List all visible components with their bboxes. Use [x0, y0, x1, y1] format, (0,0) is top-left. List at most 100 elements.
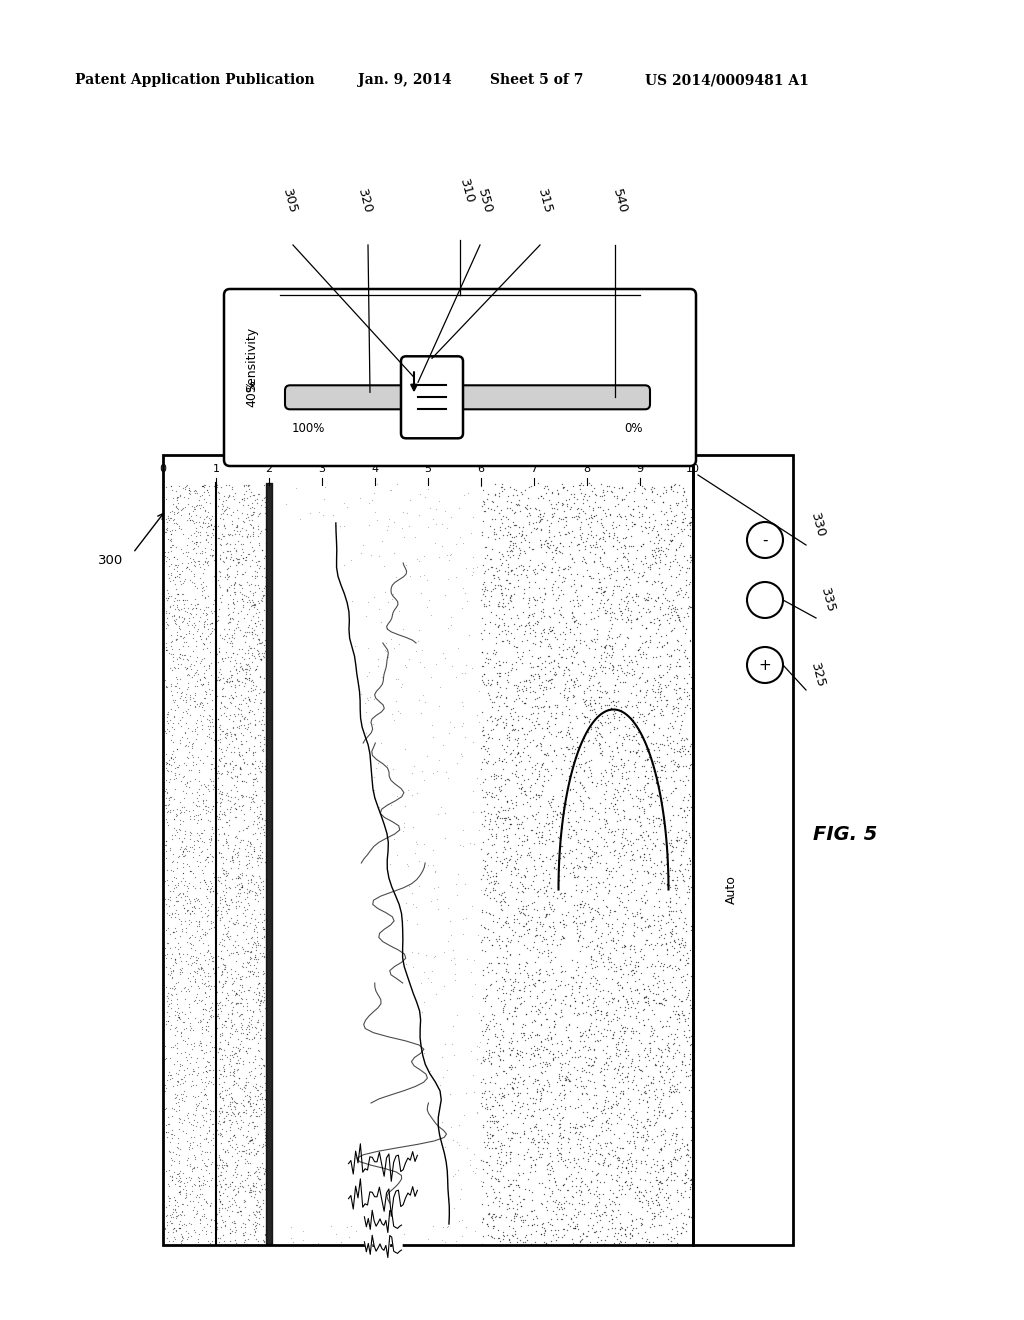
Point	[571, 594, 588, 615]
Point	[524, 907, 541, 928]
Point	[197, 688, 213, 709]
Point	[484, 578, 501, 599]
Point	[175, 841, 191, 862]
Point	[680, 598, 696, 619]
Point	[484, 1205, 501, 1226]
Point	[175, 627, 191, 648]
Point	[654, 755, 671, 776]
Point	[549, 1138, 565, 1159]
Point	[652, 528, 669, 549]
Point	[488, 1152, 505, 1173]
Point	[605, 1226, 622, 1247]
Point	[550, 876, 566, 898]
Point	[562, 995, 579, 1016]
Point	[225, 1059, 242, 1080]
Point	[599, 858, 615, 879]
Point	[654, 483, 671, 504]
Point	[227, 1041, 244, 1063]
Point	[662, 1184, 678, 1205]
Point	[605, 512, 622, 533]
Point	[494, 891, 510, 912]
Point	[625, 715, 641, 737]
Point	[673, 991, 689, 1012]
Point	[196, 1152, 212, 1173]
Point	[316, 824, 333, 845]
Point	[598, 1026, 614, 1047]
Point	[214, 678, 230, 700]
Point	[551, 533, 567, 554]
Point	[484, 1123, 501, 1144]
Point	[680, 1151, 696, 1172]
Point	[515, 1113, 531, 1134]
Point	[571, 1156, 588, 1177]
Point	[209, 818, 225, 840]
Point	[543, 672, 559, 693]
Point	[171, 884, 187, 906]
Point	[534, 942, 550, 964]
Point	[620, 1077, 636, 1098]
Point	[557, 961, 573, 982]
Point	[532, 519, 549, 540]
Point	[620, 556, 636, 577]
Point	[202, 1060, 218, 1081]
Point	[485, 764, 502, 785]
Point	[635, 565, 651, 586]
Point	[229, 841, 246, 862]
Point	[644, 480, 660, 502]
Point	[346, 1098, 362, 1119]
Point	[621, 1133, 637, 1154]
Point	[176, 752, 193, 774]
Point	[205, 880, 221, 902]
Point	[244, 960, 260, 981]
Point	[194, 1019, 210, 1040]
Point	[570, 855, 587, 876]
Point	[541, 697, 557, 718]
Point	[582, 797, 598, 818]
Point	[201, 1001, 217, 1022]
Point	[677, 807, 693, 828]
Point	[176, 1067, 193, 1088]
Point	[367, 483, 383, 504]
Point	[665, 597, 681, 618]
Point	[486, 768, 503, 789]
Point	[502, 1189, 518, 1210]
Point	[623, 1027, 639, 1048]
Point	[631, 639, 647, 660]
Point	[518, 669, 535, 690]
Point	[198, 886, 214, 907]
Point	[563, 507, 580, 528]
Point	[544, 1027, 560, 1048]
Point	[678, 1027, 694, 1048]
Point	[612, 1064, 629, 1085]
Point	[203, 1026, 219, 1047]
Point	[160, 587, 176, 609]
Point	[624, 1114, 640, 1135]
Point	[593, 635, 609, 656]
Point	[167, 1035, 183, 1056]
Point	[300, 1160, 316, 1181]
Point	[242, 1028, 258, 1049]
Point	[166, 657, 182, 678]
Point	[371, 998, 387, 1019]
Point	[186, 1060, 203, 1081]
Point	[545, 900, 561, 921]
Point	[191, 1224, 208, 1245]
Point	[654, 1041, 671, 1063]
Point	[583, 945, 599, 966]
Point	[525, 586, 542, 607]
Point	[559, 1220, 575, 1241]
FancyBboxPatch shape	[285, 385, 650, 409]
Point	[322, 1097, 338, 1118]
Point	[550, 1218, 566, 1239]
Point	[494, 734, 510, 755]
Point	[166, 1098, 182, 1119]
Point	[158, 871, 174, 892]
Point	[184, 1159, 201, 1180]
Point	[497, 993, 513, 1014]
Point	[490, 1045, 507, 1067]
Point	[210, 1232, 226, 1253]
Point	[556, 882, 572, 903]
Point	[651, 771, 668, 792]
Point	[652, 667, 669, 688]
Point	[193, 990, 209, 1011]
